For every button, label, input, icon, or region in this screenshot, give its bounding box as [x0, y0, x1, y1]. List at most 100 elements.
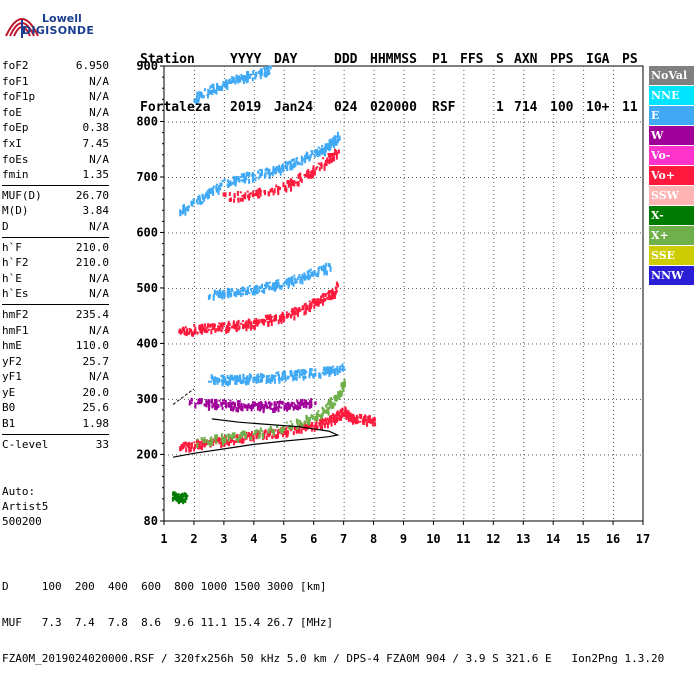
grid-dot — [523, 278, 524, 279]
grid-dot — [493, 478, 494, 479]
grid-dot — [194, 414, 195, 415]
grid-dot — [344, 470, 345, 471]
grid-dot — [463, 446, 464, 447]
grid-dot — [328, 288, 329, 289]
y-tick-label: 500 — [136, 281, 158, 295]
grid-dot — [583, 206, 584, 207]
header-value-6 — [460, 100, 496, 116]
echo-point — [238, 320, 240, 324]
echo-point — [178, 499, 180, 503]
grid-dot — [488, 232, 489, 233]
grid-dot — [314, 398, 315, 399]
grid-dot — [583, 302, 584, 303]
grid-dot — [583, 182, 584, 183]
grid-dot — [523, 410, 524, 411]
grid-dot — [553, 446, 554, 447]
grid-dot — [572, 454, 573, 455]
grid-dot — [463, 418, 464, 419]
grid-dot — [194, 502, 195, 503]
grid-dot — [344, 374, 345, 375]
grid-dot — [553, 146, 554, 147]
grid-dot — [224, 226, 225, 227]
grid-dot — [553, 414, 554, 415]
echo-point — [216, 184, 218, 186]
grid-dot — [440, 288, 441, 289]
grid-dot — [553, 506, 554, 507]
echo-point — [194, 444, 196, 449]
grid-dot — [583, 330, 584, 331]
echo-point — [246, 172, 248, 174]
grid-dot — [493, 434, 494, 435]
grid-dot — [344, 362, 345, 363]
echo-point — [314, 403, 316, 405]
grid-dot — [224, 338, 225, 339]
echo-point — [294, 404, 296, 409]
grid-dot — [252, 343, 253, 344]
grid-dot — [344, 438, 345, 439]
grid-dot — [613, 222, 614, 223]
grid-dot — [548, 454, 549, 455]
grid-dot — [583, 486, 584, 487]
grid-dot — [344, 282, 345, 283]
grid-dot — [344, 306, 345, 307]
grid-dot — [404, 282, 405, 283]
grid-dot — [292, 343, 293, 344]
y-tick-label: 80 — [144, 514, 158, 528]
echo-point — [238, 198, 240, 203]
grid-dot — [292, 177, 293, 178]
grid-dot — [332, 454, 333, 455]
echo-point — [245, 381, 247, 385]
echo-point — [319, 150, 321, 154]
grid-dot — [254, 462, 255, 463]
grid-dot — [344, 198, 345, 199]
grid-dot — [476, 399, 477, 400]
grid-dot — [463, 342, 464, 343]
grid-dot — [344, 178, 345, 179]
grid-dot — [404, 358, 405, 359]
grid-dot — [493, 350, 494, 351]
echo-point — [221, 433, 223, 438]
grid-dot — [352, 177, 353, 178]
grid-dot — [224, 202, 225, 203]
grid-dot — [583, 230, 584, 231]
grid-dot — [314, 342, 315, 343]
grid-dot — [523, 142, 524, 143]
echo-point — [293, 309, 295, 313]
grid-dot — [433, 290, 434, 291]
grid-dot — [374, 306, 375, 307]
grid-dot — [488, 454, 489, 455]
grid-dot — [613, 406, 614, 407]
grid-dot — [248, 454, 249, 455]
grid-dot — [560, 288, 561, 289]
grid-dot — [583, 346, 584, 347]
grid-dot — [463, 514, 464, 515]
grid-dot — [284, 294, 285, 295]
echo-point — [302, 280, 304, 285]
grid-dot — [374, 458, 375, 459]
grid-dot — [404, 378, 405, 379]
grid-dot — [272, 399, 273, 400]
echo-point — [268, 315, 270, 320]
grid-dot — [404, 186, 405, 187]
grid-dot — [374, 182, 375, 183]
echo-point — [210, 381, 212, 383]
echo-point — [229, 291, 231, 295]
grid-dot — [433, 418, 434, 419]
grid-dot — [504, 288, 505, 289]
grid-dot — [404, 434, 405, 435]
grid-dot — [364, 399, 365, 400]
echo-point — [214, 439, 216, 441]
grid-dot — [433, 242, 434, 243]
echo-point — [208, 404, 210, 409]
echo-point — [369, 416, 371, 418]
echo-point — [223, 378, 225, 381]
grid-dot — [493, 418, 494, 419]
grid-dot — [284, 214, 285, 215]
grid-dot — [284, 438, 285, 439]
grid-dot — [548, 177, 549, 178]
grid-dot — [216, 454, 217, 455]
echo-point — [283, 371, 285, 374]
